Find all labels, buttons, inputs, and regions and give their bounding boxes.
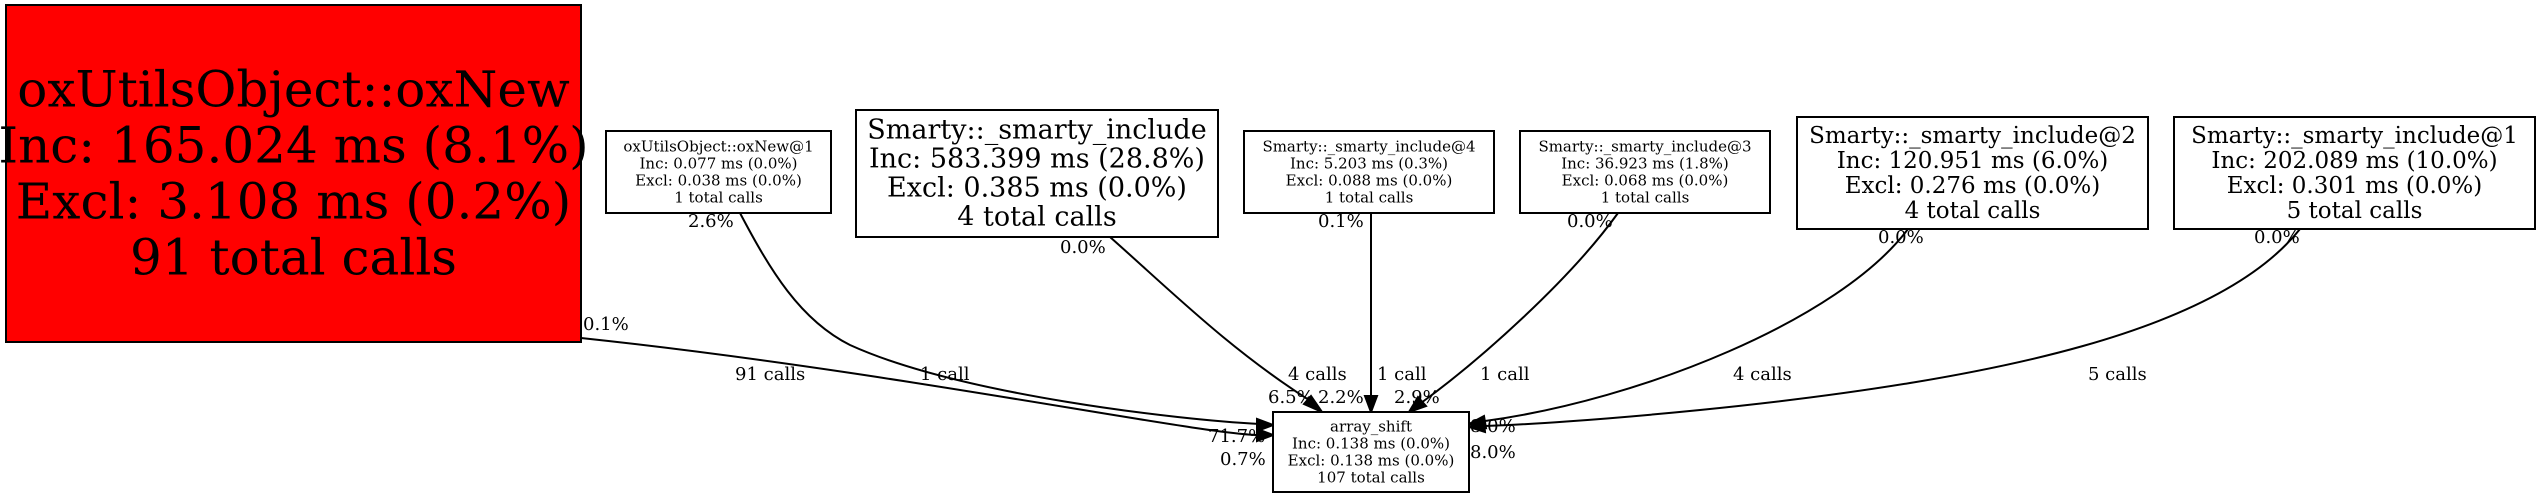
node-box [1519, 130, 1771, 214]
node-box [605, 130, 832, 214]
edge-line [580, 337, 1261, 436]
node-title: Smarty::_smarty_include@1 [2191, 123, 2518, 149]
node-inclusive-time: Inc: 0.077 ms (0.0%) [639, 155, 797, 173]
edge-line [1109, 236, 1313, 403]
node-box [2173, 116, 2536, 230]
edge-smarty3-to-array_shift: 1 call 0.0% 2.9% [1394, 211, 1619, 414]
edge-arrowhead [1256, 417, 1276, 433]
edge-smarty-to-array_shift: 4 calls 0.0% 6.5% [1060, 236, 1347, 415]
node-total-calls: 1 total calls [1601, 189, 1690, 207]
edge-calls-label: 91 calls [735, 364, 805, 385]
node-inclusive-time: Inc: 202.089 ms (10.0%) [2211, 148, 2497, 174]
edge-oxNew1-to-array_shift: 1 call 2.6% 0.7% [688, 211, 1276, 470]
edge-head-percent: 8.0% [1470, 442, 1516, 463]
edge-calls-label: 1 call [1377, 364, 1427, 385]
edge-tail-percent: 0.0% [1878, 227, 1924, 248]
node-total-calls: 107 total calls [1317, 469, 1425, 487]
edge-tail-percent: 0.0% [1060, 237, 1106, 258]
node-exclusive-time: Excl: 0.068 ms (0.0%) [1562, 172, 1729, 190]
node-exclusive-time: Excl: 0.138 ms (0.0%) [1288, 452, 1455, 470]
edge-arrowhead [1302, 394, 1325, 415]
node-total-calls: 1 total calls [1325, 189, 1414, 207]
edge-calls-label: 1 call [920, 364, 970, 385]
edge-arrowhead [1256, 427, 1276, 443]
node-box [1796, 116, 2149, 230]
edge-line [1420, 212, 1619, 404]
edge-tail-percent: 0.1% [1318, 211, 1364, 232]
node-total-calls: 4 total calls [957, 202, 1116, 233]
node-exclusive-time: Excl: 0.301 ms (0.0%) [2227, 173, 2483, 199]
edge-tail-percent: 0.1% [583, 314, 629, 335]
edge-head-percent: 2.9% [1394, 387, 1440, 408]
edge-line [739, 212, 1261, 425]
edge-calls-label: 4 calls [1733, 364, 1792, 385]
edge-calls-label: 1 call [1480, 364, 1530, 385]
node-total-calls: 91 total calls [130, 228, 457, 286]
node-box [1243, 130, 1495, 214]
node-inclusive-time: Inc: 0.138 ms (0.0%) [1292, 435, 1450, 453]
node-inclusive-time: Inc: 583.399 ms (28.8%) [869, 144, 1205, 175]
node-title: Smarty::_smarty_include@2 [1809, 123, 2136, 149]
node-box [5, 4, 582, 343]
edge-head-percent: 2.2% [1318, 387, 1364, 408]
node-box [1272, 411, 1470, 493]
edge-line [1484, 228, 1909, 422]
node-total-calls: 1 total calls [674, 189, 763, 207]
edge-tail-percent: 0.0% [2254, 227, 2300, 248]
edge-head-percent: 6.5% [1268, 387, 1314, 408]
edge-tail-percent: 2.6% [688, 211, 734, 232]
node-inclusive-time: Inc: 120.951 ms (6.0%) [1837, 148, 2109, 174]
node-title: Smarty::_smarty_include@4 [1262, 138, 1475, 156]
edge-oxNew-to-array_shift: 91 calls 0.1% 71.7% [580, 314, 1276, 447]
node-exclusive-time: Excl: 0.088 ms (0.0%) [1286, 172, 1453, 190]
edge-head-percent: 0.7% [1220, 449, 1266, 470]
node-exclusive-time: Excl: 0.038 ms (0.0%) [635, 172, 802, 190]
node-title: oxUtilsObject::oxNew [17, 60, 570, 118]
edge-arrowhead [1363, 395, 1379, 415]
edge-tail-percent: 0.0% [1567, 211, 1613, 232]
edge-smarty1-to-array_shift: 5 calls 0.0% 8.0% [1466, 227, 2301, 463]
edge-calls-label: 4 calls [1288, 364, 1347, 385]
node-inclusive-time: Inc: 165.024 ms (8.1%) [0, 116, 589, 174]
node-title: Smarty::_smarty_include [867, 115, 1206, 146]
node-exclusive-time: Excl: 0.276 ms (0.0%) [1845, 173, 2101, 199]
node-title: Smarty::_smarty_include@3 [1538, 138, 1751, 156]
node-total-calls: 4 total calls [1905, 198, 2041, 224]
node-box [855, 109, 1219, 238]
node-exclusive-time: Excl: 0.385 ms (0.0%) [887, 173, 1187, 204]
edge-line [1484, 228, 2301, 427]
node-exclusive-time: Excl: 3.108 ms (0.2%) [16, 172, 571, 230]
edges-layer: 91 calls 0.1% 71.7% 1 call 2.6% 0.7% 4 calls 0.… [580, 211, 2301, 470]
edge-head-percent: 71.7% [1208, 426, 1265, 447]
node-title: array_shift [1330, 418, 1412, 436]
edge-arrowhead [1466, 418, 1487, 434]
node-inclusive-time: Inc: 5.203 ms (0.3%) [1290, 155, 1448, 173]
edge-calls-label: 5 calls [2088, 364, 2147, 385]
node-total-calls: 5 total calls [2287, 198, 2423, 224]
edge-arrowhead [1406, 395, 1428, 414]
node-inclusive-time: Inc: 36.923 ms (1.8%) [1561, 155, 1729, 173]
node-title: oxUtilsObject::oxNew@1 [623, 138, 813, 156]
edge-smarty4-to-array_shift: 1 call 0.1% 2.2% [1318, 211, 1427, 415]
